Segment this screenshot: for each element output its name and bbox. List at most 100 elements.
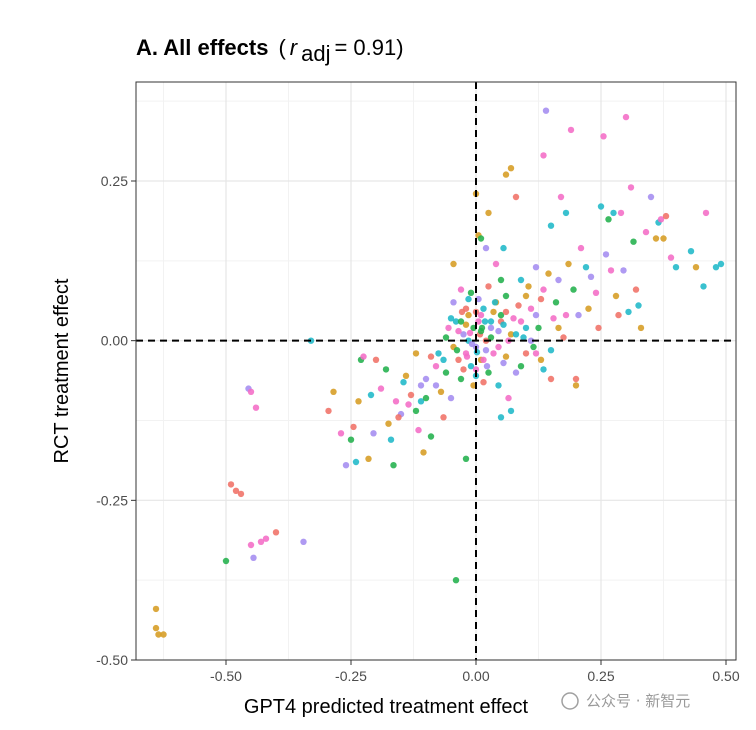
- scatter-point: [507, 165, 515, 172]
- scatter-point: [392, 398, 400, 405]
- scatter-point: [466, 329, 474, 337]
- scatter-point: [582, 264, 590, 271]
- scatter-point: [510, 315, 517, 322]
- scatter-point: [625, 308, 632, 316]
- scatter-point: [512, 193, 520, 201]
- scatter-point: [717, 260, 725, 268]
- scatter-point: [647, 193, 655, 201]
- scatter-point: [562, 209, 570, 217]
- scatter-point: [432, 363, 440, 370]
- scatter-point: [272, 529, 280, 536]
- scatter-point: [232, 487, 240, 494]
- scatter-point: [620, 267, 627, 274]
- scatter-point: [440, 356, 447, 363]
- scatter-point: [592, 289, 600, 296]
- scatter-point: [463, 353, 471, 360]
- scatter-point: [477, 311, 485, 319]
- x-tick-label: 0.50: [712, 668, 739, 684]
- x-tick-label: 0.00: [462, 668, 489, 684]
- y-tick-label: 0.25: [101, 173, 128, 189]
- scatter-point: [550, 315, 557, 322]
- scatter-point: [615, 311, 622, 319]
- chart-title-stat-subscript: adj: [301, 41, 330, 66]
- scatter-point: [462, 455, 470, 462]
- scatter-point: [602, 251, 610, 258]
- scatter-point: [367, 391, 375, 399]
- scatter-point: [455, 327, 462, 335]
- scatter-point: [440, 414, 447, 421]
- scatter-point: [517, 276, 525, 284]
- scatter-point: [480, 379, 487, 386]
- scatter-point: [247, 388, 255, 395]
- scatter-point: [610, 209, 617, 217]
- scatter-point: [600, 133, 607, 140]
- scatter-point: [540, 152, 547, 159]
- scatter-point: [447, 394, 455, 402]
- scatter-point: [450, 260, 457, 268]
- reference-lines: [136, 82, 736, 660]
- scatter-point: [597, 203, 605, 210]
- scatter-point: [692, 264, 700, 271]
- scatter-point: [472, 366, 480, 373]
- scatter-point: [540, 286, 547, 293]
- scatter-point: [480, 305, 487, 312]
- scatter-point: [515, 302, 522, 309]
- scatter-point: [457, 375, 465, 383]
- scatter-point: [702, 209, 710, 217]
- scatter-point: [532, 311, 540, 319]
- scatter-point: [452, 318, 460, 325]
- scatter-point: [487, 318, 495, 325]
- chart-title-stat-symbol: r: [290, 35, 299, 60]
- scatter-point: [455, 356, 462, 363]
- chart-title-stat-value: = 0.91): [334, 35, 403, 60]
- scatter-point: [477, 327, 485, 335]
- scatter-point: [457, 318, 465, 325]
- scatter-point: [465, 295, 472, 303]
- scatter-point: [687, 248, 695, 255]
- scatter-point: [495, 327, 502, 335]
- x-tick-label: -0.25: [335, 668, 367, 684]
- chart-title-main: A. All effects: [136, 35, 268, 60]
- scatter-point: [365, 455, 372, 462]
- scatter-point: [565, 260, 572, 268]
- scatter-point: [520, 334, 527, 341]
- scatter-point: [627, 184, 635, 191]
- scatter-point: [417, 382, 425, 389]
- scatter-point: [462, 321, 470, 328]
- scatter-point: [445, 324, 452, 332]
- scatter-point: [577, 244, 585, 252]
- scatter-point: [555, 324, 562, 332]
- scatter-point: [412, 350, 420, 357]
- wechat-icon: [561, 692, 579, 710]
- scatter-point: [560, 334, 567, 341]
- scatter-point: [512, 369, 520, 376]
- watermark-text: 公众号 · 新智元: [586, 692, 690, 710]
- y-tick-label: 0.00: [101, 333, 128, 349]
- scatter-point: [497, 276, 505, 284]
- scatter-point: [450, 299, 457, 306]
- scatter-point: [395, 414, 402, 421]
- scatter-point: [360, 353, 367, 360]
- scatter-point: [350, 423, 357, 431]
- chart-title: A. All effects ( r adj = 0.91): [136, 35, 404, 66]
- scatter-point: [585, 305, 592, 312]
- scatter-point: [152, 605, 160, 613]
- scatter-point: [412, 407, 420, 415]
- scatter-point: [485, 283, 492, 290]
- scatter-point: [537, 356, 545, 363]
- y-axis-title: RCT treatment effect: [51, 278, 73, 463]
- scatter-point: [227, 481, 235, 488]
- scatter-point: [517, 318, 525, 325]
- scatter-point: [672, 264, 680, 271]
- scatter-point: [662, 212, 670, 220]
- scatter-point: [372, 356, 380, 363]
- scatter-point: [487, 324, 495, 332]
- scatter-point: [532, 350, 540, 357]
- scatter-point: [487, 334, 495, 341]
- scatter-point: [495, 382, 502, 389]
- chart-title-stat-open: (: [278, 35, 286, 60]
- scatter-point: [635, 302, 642, 309]
- scatter-point: [427, 353, 435, 360]
- scatter-point: [337, 430, 345, 437]
